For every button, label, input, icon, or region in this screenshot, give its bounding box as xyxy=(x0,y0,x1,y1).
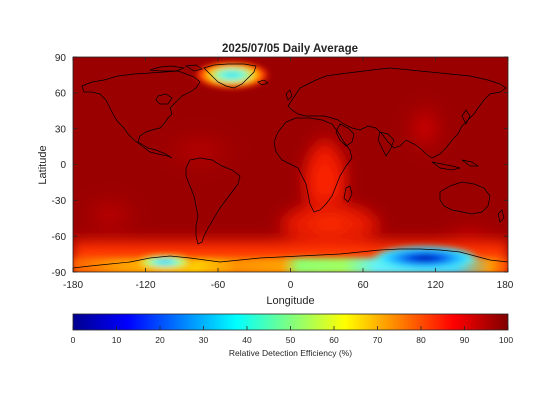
x-tick-label: -120 xyxy=(135,280,155,291)
x-tick-label: 120 xyxy=(427,280,444,291)
colorbar-tick-label: 50 xyxy=(286,335,296,345)
x-tick-label: 60 xyxy=(357,280,369,291)
colorbar-tick-label: 20 xyxy=(155,335,165,345)
y-tick-label: -90 xyxy=(52,268,67,279)
coastline-new-zealand xyxy=(497,209,505,223)
coastline-hudson-bay xyxy=(155,93,173,105)
colorbar-tick-label: 80 xyxy=(416,335,426,345)
y-tick-label: 90 xyxy=(55,53,67,64)
y-axis: 90 60 30 0 -30 -60 -90 Latitude xyxy=(37,53,508,279)
coastline-australia xyxy=(439,181,491,215)
colorbar-label: Relative Detection Efficiency (%) xyxy=(229,348,352,358)
x-tick-label: 0 xyxy=(288,280,294,291)
coastline-antarctica xyxy=(73,248,508,269)
map-plot-area xyxy=(73,57,508,272)
x-tick-label: -60 xyxy=(211,280,226,291)
x-axis-label: Longitude xyxy=(266,295,314,307)
y-tick-label: 60 xyxy=(55,89,67,100)
colorbar-tick-label: 10 xyxy=(112,335,122,345)
y-tick-label: -30 xyxy=(52,196,67,207)
colorbar-tick-label: 40 xyxy=(242,335,252,345)
colorbar-tick-label: 0 xyxy=(71,335,76,345)
coastline-india xyxy=(377,131,395,157)
y-tick-label: 0 xyxy=(60,160,66,171)
colorbar: 0 10 20 30 40 50 60 70 80 90 100 Relativ… xyxy=(71,313,513,358)
colorbar-tick-label: 30 xyxy=(199,335,209,345)
y-axis-label: Latitude xyxy=(37,145,49,184)
y-tick-label: -60 xyxy=(52,232,67,243)
coastline-uk xyxy=(285,89,293,101)
colorbar-tick-label: 60 xyxy=(329,335,339,345)
coastline-arabia xyxy=(335,123,355,147)
coastline-north-america xyxy=(81,70,201,159)
coastlines xyxy=(73,63,508,269)
x-tick-label: -180 xyxy=(63,280,83,291)
map-title: 2025/07/05 Daily Average xyxy=(222,43,358,55)
colorbar-tick-label: 90 xyxy=(460,335,470,345)
coastline-europe-asia xyxy=(287,67,507,159)
x-tick-label: 180 xyxy=(497,280,514,291)
coastline-arctic-islands xyxy=(149,64,203,72)
x-axis: -180 -120 -60 0 60 120 180 Longitude xyxy=(63,57,514,307)
coastline-japan xyxy=(461,109,471,125)
coastline-south-america xyxy=(185,157,241,245)
greenland-field xyxy=(194,61,270,89)
coastline-greenland xyxy=(203,63,257,89)
coastline-iceland xyxy=(257,79,269,86)
colorbar-tick-label: 100 xyxy=(499,335,513,345)
coastline-madagascar xyxy=(343,185,353,203)
colorbar-tick-label: 70 xyxy=(373,335,383,345)
y-tick-label: 30 xyxy=(55,125,67,136)
coastline-africa xyxy=(273,117,353,213)
coastline-indonesia xyxy=(431,159,480,171)
